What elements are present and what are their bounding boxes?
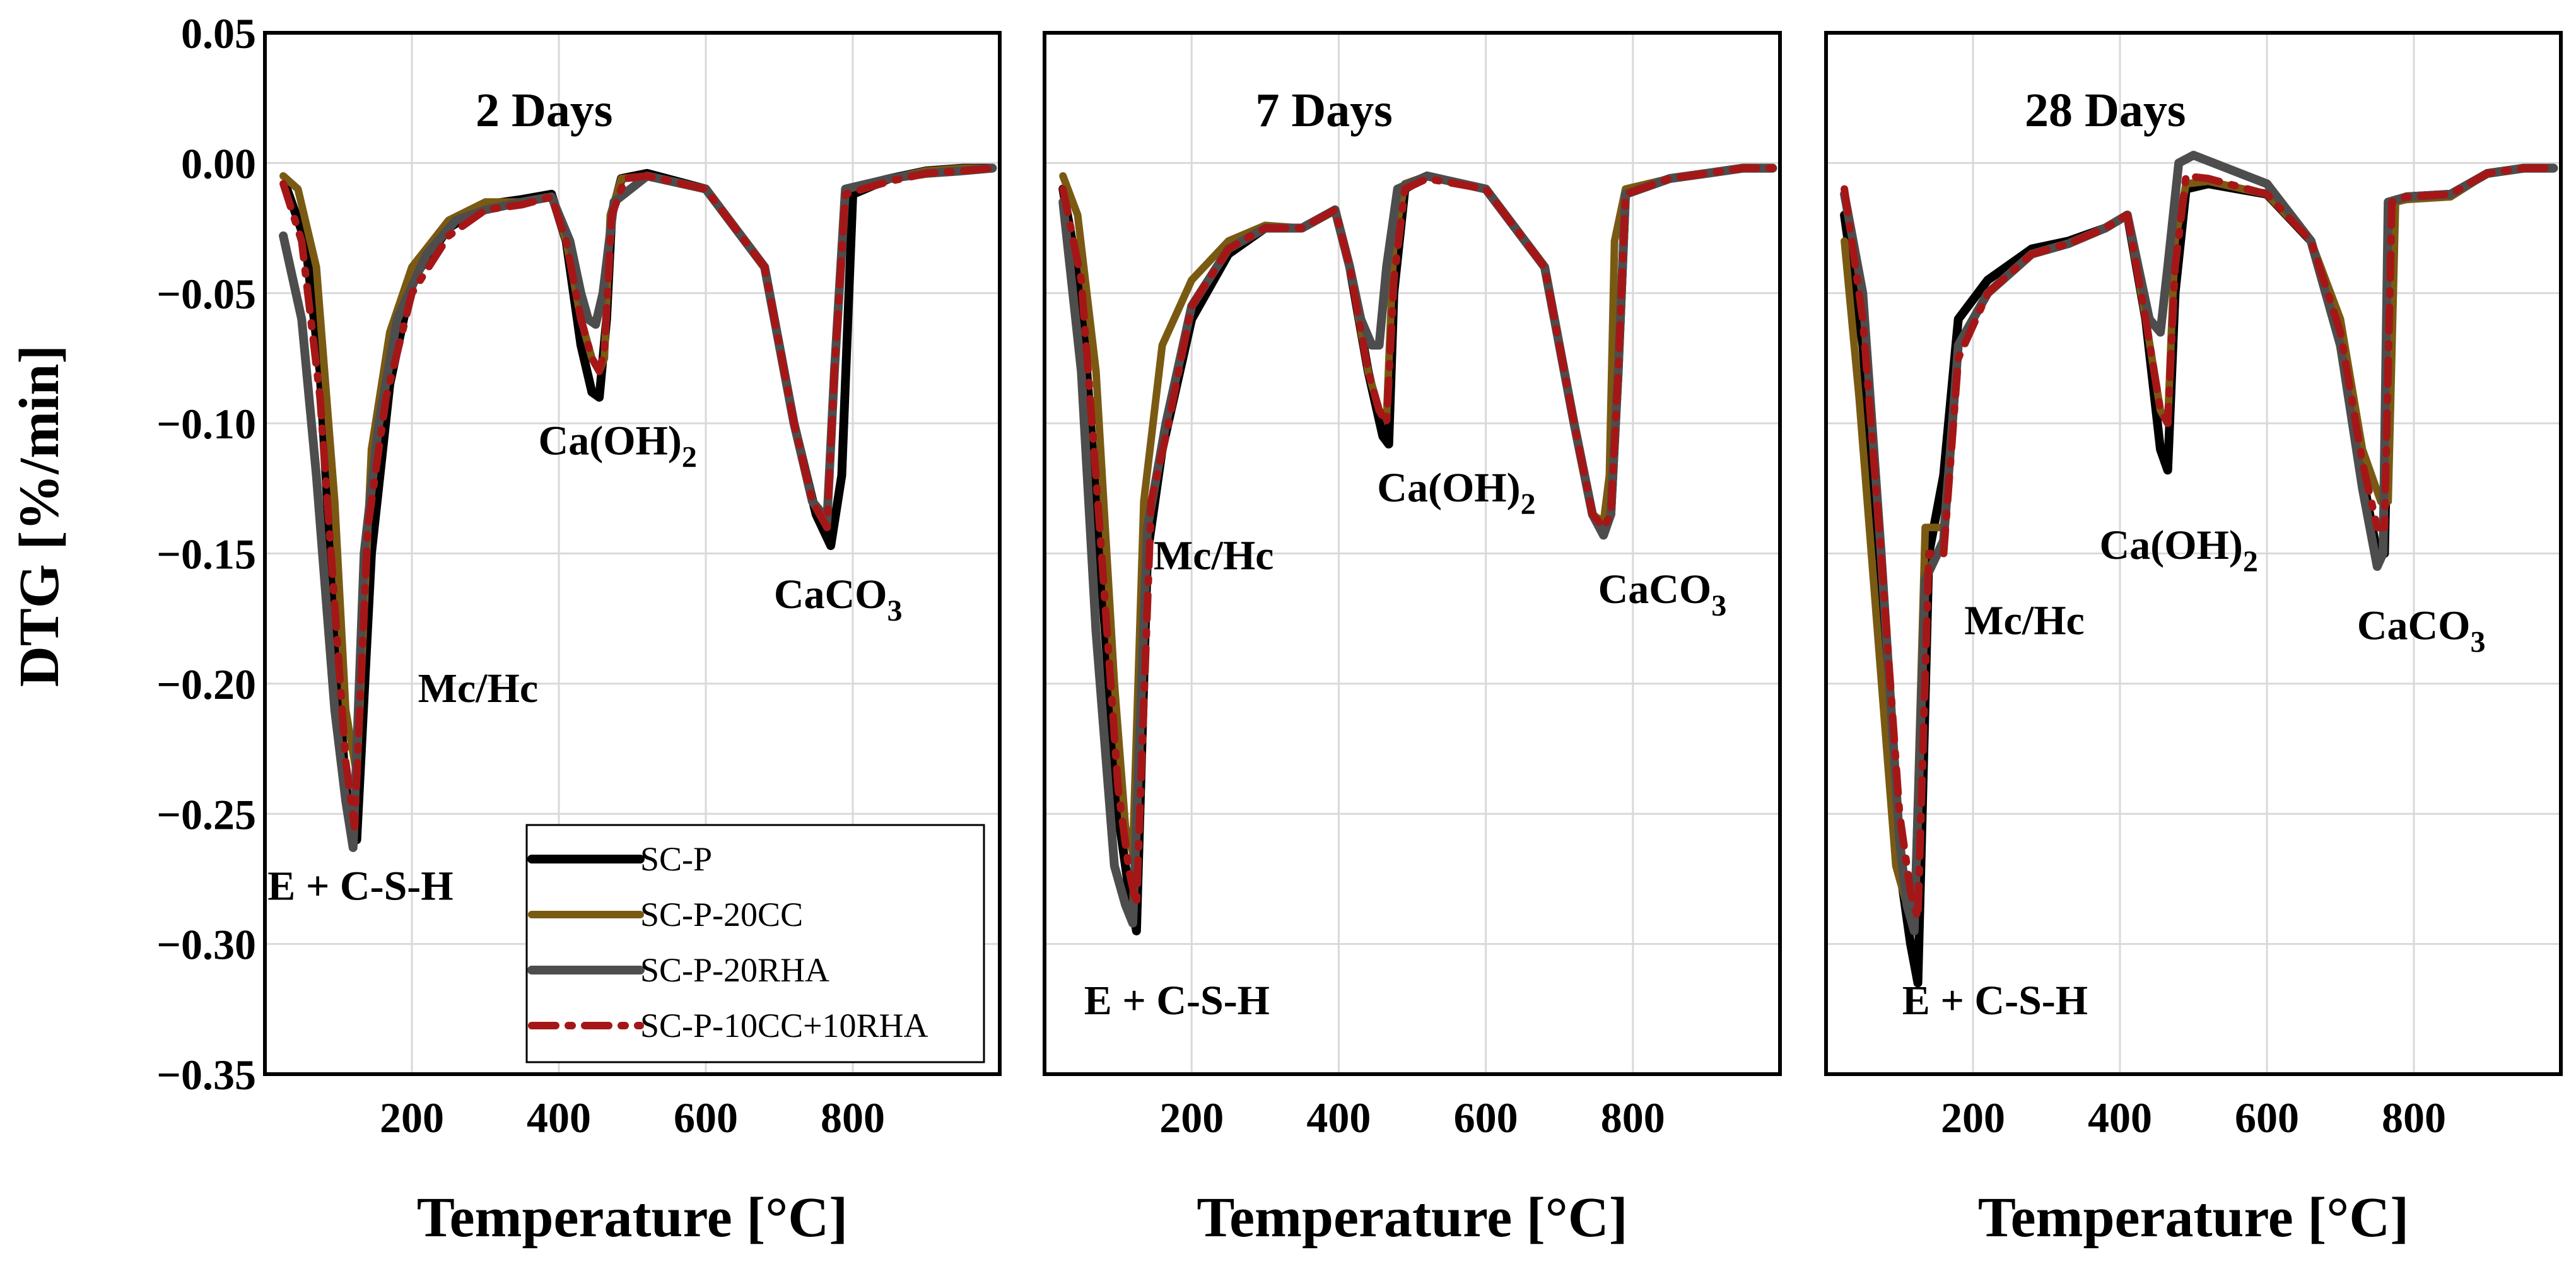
x-tick-label: 400 (527, 1094, 591, 1142)
y-tick-label: −0.20 (156, 660, 256, 708)
series-line-sc-p-20rha (279, 163, 997, 852)
x-tick-label: 400 (1306, 1094, 1371, 1142)
peak-annotation: Ca(OH)2 (2100, 522, 2258, 578)
plot-frame (1043, 31, 1782, 1076)
peak-annotation: CaCO3 (1598, 566, 1727, 623)
x-tick-label: 800 (821, 1094, 885, 1142)
legend-label: SC-P (640, 840, 712, 878)
legend-label: SC-P-20CC (640, 896, 803, 933)
panel-2: 200 400 600 800 Temperature [°C] 7 Days E + C-… (1043, 31, 1782, 1249)
x-tick-label: 800 (2382, 1094, 2446, 1142)
x-tick-label: 400 (2088, 1094, 2152, 1142)
x-tick-label: 600 (674, 1094, 738, 1142)
y-tick-label: 0.00 (181, 139, 256, 187)
peak-annotation: CaCO3 (2357, 603, 2486, 659)
peak-annotation: Mc/Hc (1154, 532, 1274, 578)
y-tick-label: −0.15 (156, 530, 256, 578)
peak-annotation: Mc/Hc (418, 665, 539, 711)
panel-title: 2 Days (476, 84, 612, 137)
x-axis-title: Temperature [°C] (1197, 1186, 1627, 1249)
legend: SC-P SC-P-20CC SC-P-20RHA SC-P-10CC+10RHA (525, 824, 985, 1063)
y-tick-label: −0.05 (156, 270, 256, 318)
series-line-sc-p-10cc-10rha (1841, 164, 2558, 922)
peak-annotation: E + C-S-H (1084, 978, 1270, 1024)
y-tick-label: −0.35 (156, 1051, 256, 1099)
series-line-sc-p (1840, 163, 2558, 988)
x-tick-label: 800 (1601, 1094, 1665, 1142)
x-axis-title: Temperature [°C] (1978, 1186, 2409, 1249)
x-axis-title: Temperature [°C] (417, 1186, 848, 1249)
series-line-sc-p-10cc-10rha (1059, 164, 1777, 909)
x-tick-label: 600 (2235, 1094, 2299, 1142)
y-axis: 0.05 0.00 −0.05 −0.10 −0.15 −0.20 −0.25 −0.30 −0… (156, 9, 256, 1099)
y-tick-label: 0.05 (181, 9, 256, 57)
panel-3: 200 400 600 800 Temperature [°C] 28 Days E + C… (1824, 31, 2563, 1249)
panel-1: 200 400 600 800 Temperature [°C] 2 Days E + C-… (263, 31, 1002, 1249)
y-tick-label: −0.10 (156, 400, 256, 448)
y-axis-title: DTG [%/min] (8, 345, 71, 688)
peak-annotation: Mc/Hc (1964, 597, 2085, 643)
series-line-sc-p (282, 163, 997, 845)
series-line-sc-p-10cc-10rha (279, 164, 997, 831)
peak-annotation: E + C-S-H (267, 863, 453, 909)
x-tick-label: 200 (380, 1094, 444, 1142)
y-tick-label: −0.25 (156, 790, 256, 838)
legend-label: SC-P-10CC+10RHA (640, 1007, 928, 1045)
panel-title: 7 Days (1255, 84, 1392, 137)
x-tick-label: 200 (1159, 1094, 1224, 1142)
x-tick-label: 600 (1454, 1094, 1518, 1142)
x-tick-label: 200 (1941, 1094, 2005, 1142)
peak-annotation: CaCO3 (774, 571, 903, 628)
y-tick-label: −0.30 (156, 921, 256, 969)
plot-frame (1824, 31, 2563, 1076)
plot-frame (263, 31, 1002, 1076)
peak-annotation: Ca(OH)2 (1377, 465, 1535, 521)
legend-label: SC-P-20RHA (640, 951, 829, 989)
peak-annotation: Ca(OH)2 (539, 418, 697, 474)
panel-title: 28 Days (2025, 84, 2186, 137)
peak-annotation: E + C-S-H (1902, 978, 2088, 1024)
